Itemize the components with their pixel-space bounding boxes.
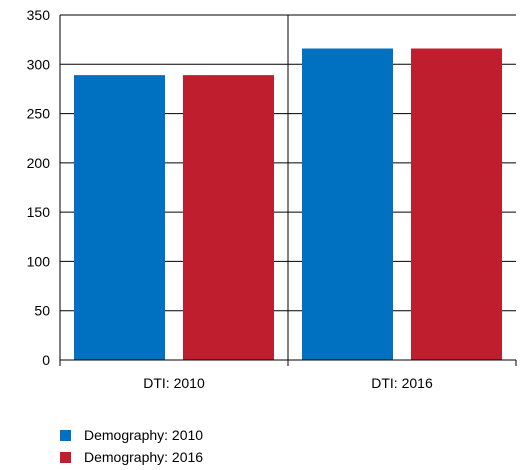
x-tick-label-2: DTI: 2016 (371, 375, 433, 391)
y-tick-label-100: 100 (27, 253, 51, 269)
bar-2-series-1 (302, 48, 393, 361)
y-tick-label-50: 50 (34, 303, 50, 319)
tick-labels: 0 50 100 150 200 250 300 350 DTI: 2010 DTI: 2016 (27, 7, 433, 391)
legend-item-series-2: Demography: 2016 (60, 446, 203, 468)
bars (74, 48, 502, 361)
y-tick-label-0: 0 (42, 352, 50, 368)
legend-item-series-1: Demography: 2010 (60, 424, 203, 446)
y-tick-label-350: 350 (27, 7, 51, 23)
legend-label-series-2: Demography: 2016 (84, 449, 204, 465)
y-tick-label-300: 300 (27, 56, 51, 72)
legend-swatch-series-1 (60, 429, 71, 441)
y-tick-label-250: 250 (27, 106, 51, 122)
bar-2-series-2 (411, 48, 502, 361)
legend-swatch-series-2 (60, 451, 71, 463)
legend: Demography: 2010 Demography: 2016 (60, 424, 203, 468)
x-tick-label-1: DTI: 2010 (143, 375, 205, 391)
axes (59, 15, 517, 366)
chart-canvas: 0 50 100 150 200 250 300 350 DTI: 2010 DTI: 2016 (27, 7, 517, 391)
bar-1-series-2 (183, 75, 274, 360)
legend-label-series-1: Demography: 2010 (84, 427, 204, 443)
y-tick-label-150: 150 (27, 204, 51, 220)
bar-1-series-1 (74, 75, 165, 360)
y-tick-label-200: 200 (27, 155, 51, 171)
